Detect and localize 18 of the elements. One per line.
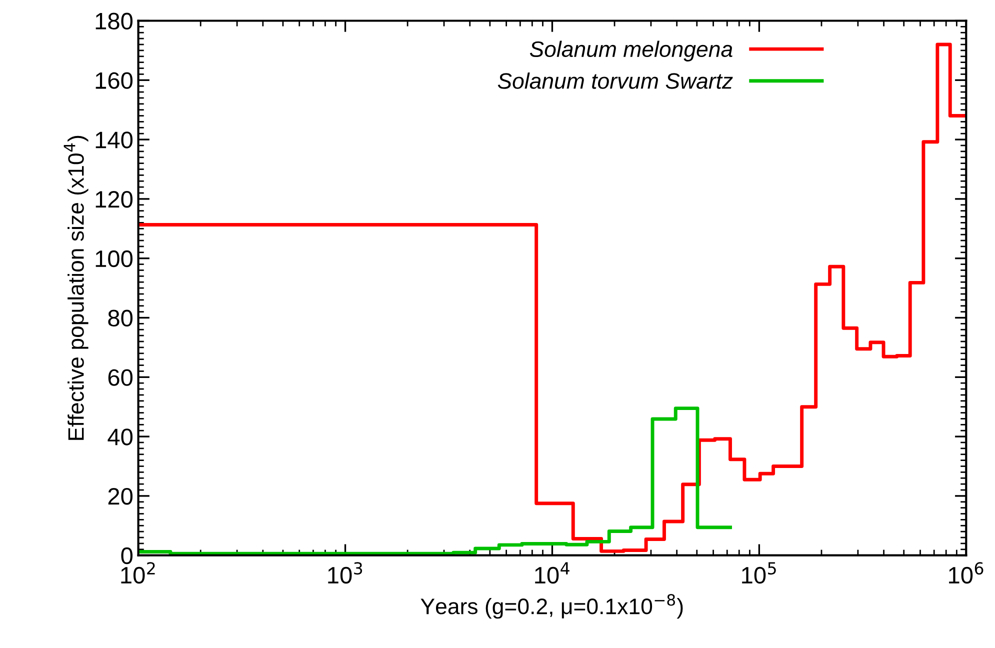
y-tick-label: 100 — [96, 250, 133, 268]
y-tick-label: 80 — [108, 310, 133, 327]
legend-label: Solanum torvum Swartz — [498, 72, 733, 89]
y-tick-label: 180 — [96, 12, 133, 30]
x-tick-label: 10$^{6}$ — [949, 562, 984, 584]
x-axis-title: Years (g=0.2, μ=0.1x10$^{−8}$) — [420, 594, 683, 619]
y-tick-label: 0 — [121, 547, 133, 564]
x-tick-label: 10$^{4}$ — [535, 562, 570, 584]
y-tick-label: 60 — [108, 369, 133, 386]
y-tick-label: 140 — [96, 132, 133, 148]
y-tick-label: 120 — [96, 191, 133, 208]
y-axis-title: Effective population size (x10$^{4}$) — [64, 136, 88, 440]
x-tick-label: 10$^{5}$ — [742, 562, 776, 584]
x-tick-label: 10$^{3}$ — [328, 562, 362, 584]
legend-label: Solanum melongena — [530, 40, 732, 62]
y-tick-label: 20 — [108, 488, 133, 505]
y-tick-label: 40 — [108, 428, 133, 446]
y-tick-label: 160 — [96, 72, 133, 89]
